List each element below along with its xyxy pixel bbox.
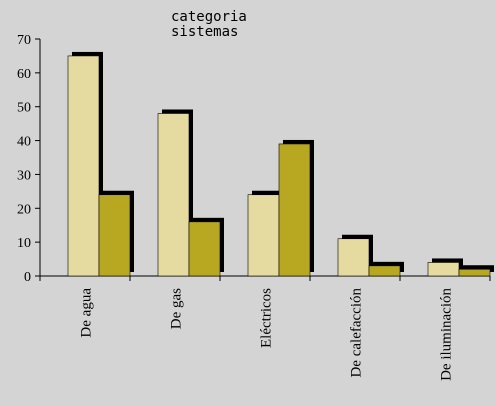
x-category-label: Eléctricos — [258, 288, 274, 348]
x-category-label: De gas — [168, 288, 184, 329]
axis-labels: 0 10 20 30 40 50 60 70 De agua De gas Eléctricos De… — [17, 33, 454, 381]
bar — [247, 194, 280, 277]
x-category-label: De iluminación — [438, 288, 454, 381]
bar — [157, 113, 190, 277]
bar-shadow — [463, 265, 494, 272]
chart-title-line-2: sistemas — [171, 24, 238, 40]
y-tick-label: 0 — [24, 270, 31, 285]
bar — [67, 55, 100, 277]
x-category-label: De agua — [78, 288, 94, 338]
x-category-label: De calefacción — [348, 288, 364, 378]
y-tick-label: 70 — [17, 33, 31, 48]
y-tick-label: 20 — [17, 202, 31, 217]
y-tick-label: 30 — [17, 168, 31, 183]
y-tick-label: 40 — [17, 135, 31, 150]
bar — [188, 221, 221, 277]
y-tick-label: 50 — [17, 101, 31, 116]
bar — [278, 143, 311, 277]
bars — [67, 51, 494, 277]
bar — [427, 262, 460, 277]
bar — [368, 265, 401, 277]
bar — [98, 194, 131, 277]
y-tick-label: 60 — [17, 67, 31, 82]
bar — [337, 238, 370, 277]
chart-title-line-1: categoria — [171, 9, 247, 25]
y-tick-label: 10 — [17, 236, 31, 251]
bar — [458, 268, 491, 277]
